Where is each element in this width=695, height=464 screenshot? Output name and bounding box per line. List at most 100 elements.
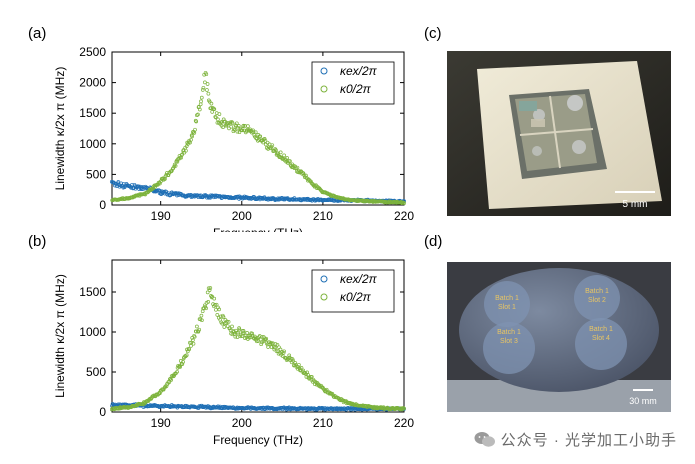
x-tick-label: 200 — [232, 416, 252, 430]
kappa_0-point — [234, 121, 239, 126]
kappa_ex-point — [131, 186, 135, 191]
kappa_0-point — [205, 290, 210, 295]
kappa_0-point — [227, 326, 232, 331]
kappa_0-point — [197, 107, 202, 112]
kappa_0-point — [226, 121, 231, 126]
kappa_0-point — [195, 324, 199, 329]
kappa_0-point — [217, 112, 222, 116]
watermark-text: 公众号 · 光学加工小助手 — [500, 432, 677, 449]
y-tick-label: 500 — [86, 365, 106, 379]
kappa_0-point — [229, 124, 233, 129]
kappa_0-point — [263, 139, 268, 143]
kappa_0-point — [254, 136, 258, 140]
data-points — [109, 70, 407, 205]
kappa_0-point — [180, 362, 185, 366]
kappa_0-point — [198, 102, 203, 107]
kappa_0-point — [194, 329, 198, 334]
kappa_0-point — [181, 360, 185, 364]
x-axis-label: Frequency (THz) — [213, 226, 303, 232]
legend-marker-kappa_0 — [320, 293, 328, 301]
kappa_0-point — [177, 364, 182, 368]
kappa_0-point — [309, 374, 314, 379]
y-tick-label: 2000 — [79, 76, 106, 90]
kappa_0-point — [297, 362, 301, 367]
chip-feature — [519, 101, 537, 111]
kappa_0-point — [236, 330, 240, 335]
y-tick-label: 1000 — [79, 137, 106, 151]
kappa_0-point — [196, 329, 201, 334]
kappa_0-point — [213, 303, 217, 307]
kappa_0-point — [221, 125, 225, 130]
kappa_0-point — [225, 319, 229, 324]
x-axis-label: Frequency (THz) — [213, 433, 303, 447]
wafer-slot — [574, 275, 620, 321]
plot-area — [111, 51, 405, 206]
slot-4-name: Slot 4 — [592, 335, 610, 342]
chip-dicing-line-h — [519, 128, 594, 136]
kappa_0-point — [196, 112, 200, 117]
kappa_0-point — [251, 128, 255, 133]
kappa_0-point — [192, 334, 197, 339]
kappa_0-point — [188, 340, 192, 345]
kappa_0-point — [295, 366, 300, 371]
kappa_0-point — [173, 164, 178, 168]
kappa_0-point — [258, 337, 263, 342]
kappa_0-point — [402, 406, 406, 411]
wafer-slot — [575, 318, 627, 370]
kappa_0-point — [205, 82, 210, 86]
kappa_0-point — [285, 156, 289, 160]
x-tick-label: 210 — [313, 416, 333, 430]
kappa_0-point — [187, 347, 192, 352]
kappa_ex-point — [356, 407, 360, 412]
slot-1-batch: Batch 1 — [495, 295, 519, 302]
kappa_0-point — [207, 288, 212, 292]
chip-photo: 5 mm — [447, 51, 671, 216]
kappa_0-point — [241, 331, 245, 336]
kappa_0-point — [241, 123, 246, 128]
kappa_0-point — [183, 354, 188, 359]
x-tick-label: 220 — [394, 416, 414, 430]
legend-marker-kappa_0 — [320, 85, 328, 93]
wechat-icon — [474, 432, 495, 447]
kappa_0-point — [286, 159, 291, 163]
kappa_0-point — [259, 342, 264, 347]
kappa_ex-point — [142, 185, 147, 190]
kappa_0-point — [270, 143, 275, 148]
legend-marker-kappa_ex — [320, 67, 328, 75]
chip-feature — [531, 119, 545, 127]
slot-2-name: Slot 2 — [588, 297, 606, 304]
y-axis-label: Linewidth κ/2x π (MHz) — [53, 274, 67, 398]
chip-pad — [567, 95, 583, 111]
kappa_0-point — [135, 193, 140, 198]
legend-label-kappa_ex: κex/2π — [340, 272, 378, 286]
kappa_ex-point — [208, 193, 213, 198]
kappa_0-point — [278, 150, 283, 155]
panel-label-b: (b) — [28, 233, 47, 250]
kappa_0-point — [169, 168, 174, 173]
kappa_0-point — [199, 99, 203, 104]
kappa_0-point — [201, 85, 206, 90]
kappa_0-point — [273, 342, 278, 346]
y-tick-label: 500 — [86, 167, 106, 181]
kappa_0-point — [301, 171, 306, 176]
kappa_0-point — [245, 331, 249, 335]
y-axis-label: Linewidth κ/2x π (MHz) — [53, 67, 67, 191]
kappa_0-point — [237, 327, 242, 332]
slot-1-name: Slot 1 — [498, 304, 516, 311]
kappa_0-point — [191, 338, 195, 342]
kappa_0-point — [294, 365, 299, 369]
kappa_0-point — [178, 365, 183, 369]
kappa_0-point — [274, 349, 279, 353]
scale-bar-label-c: 5 mm — [623, 199, 648, 210]
kappa_0-point — [302, 173, 307, 178]
kappa_0-point — [372, 405, 377, 410]
slot-2-batch: Batch 1 — [585, 288, 609, 295]
kappa_0-point — [288, 159, 292, 163]
kappa_0-point — [273, 345, 277, 350]
kappa_0-point — [230, 324, 234, 329]
kappa_0-point — [175, 369, 179, 374]
kappa_0-point — [189, 344, 193, 348]
wafer-photo: Batch 1 Slot 1 Batch 1 Slot 2 Batch 1 Sl… — [447, 262, 671, 412]
kappa_0-point — [189, 137, 193, 142]
kappa_0-point — [220, 321, 225, 326]
